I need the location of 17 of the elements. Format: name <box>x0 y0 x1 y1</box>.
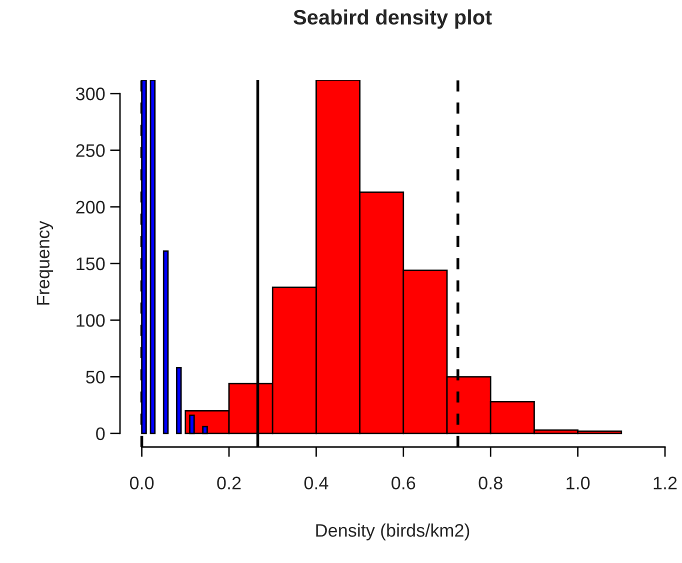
x-tick-label: 0.8 <box>478 476 502 490</box>
y-tick-label: 50 <box>86 370 105 384</box>
x-tick-label: 0.2 <box>217 476 241 490</box>
x-tick-label: 1.0 <box>566 476 590 490</box>
x-tick-label: 1.2 <box>654 476 677 490</box>
y-tick-label: 150 <box>76 257 105 270</box>
x-tick-label: 0.0 <box>130 476 154 490</box>
chart-title: Seabird density plot <box>294 9 492 29</box>
y-tick-label: 250 <box>76 144 105 157</box>
y-tick-label: 300 <box>76 88 105 100</box>
x-axis-title: Density (birds/km2) <box>316 524 470 540</box>
y-tick-label: 200 <box>76 200 105 214</box>
x-tick-label: 0.6 <box>392 476 416 490</box>
y-tick-label: 0 <box>96 427 105 440</box>
y-axis-title: Frequency <box>36 220 54 305</box>
y-tick-label: 100 <box>76 314 105 327</box>
x-tick-label: 0.4 <box>304 476 328 490</box>
